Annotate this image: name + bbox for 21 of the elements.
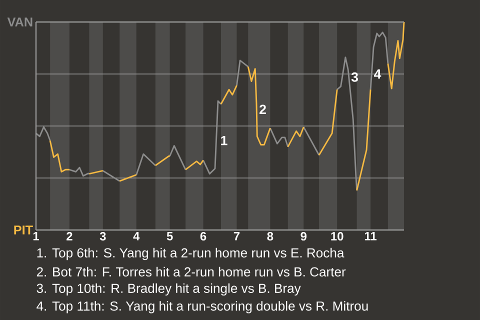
text: 1. Top 6th: S. Yang hit a 2-run home run vs E. Rocha: [37, 248, 344, 260]
x-tick-label: 2: [66, 232, 72, 240]
x-tick-label: 1: [33, 232, 40, 240]
annotation: 2: [260, 104, 266, 114]
x-tick-label: 6: [200, 232, 206, 241]
x-tick-label: 11: [364, 232, 377, 240]
x-tick-label: 4: [133, 232, 140, 240]
text: PIT: [14, 226, 33, 234]
x-tick-label: 3: [100, 232, 106, 241]
x-tick-label: 8: [267, 232, 274, 241]
annotation: 1: [221, 136, 228, 146]
text: 2. Bot 7th: F. Torres hit a 2-run home run vs B. Carter: [36, 266, 346, 277]
text: 3. Top 10th: R. Bradley hit a single vs B. Bray: [36, 283, 301, 296]
text: 4. Top 11th: S. Yang hit a run-scoring double vs R. Mitrou: [36, 301, 368, 314]
x-tick-label: 7: [234, 232, 240, 240]
text: VAN: [7, 18, 32, 26]
annotation: 3: [351, 72, 358, 82]
x-tick-label: 5: [166, 232, 173, 240]
annotation: 4: [374, 69, 382, 79]
x-tick-label: 9: [300, 232, 307, 241]
x-tick-label: 10: [331, 232, 344, 241]
